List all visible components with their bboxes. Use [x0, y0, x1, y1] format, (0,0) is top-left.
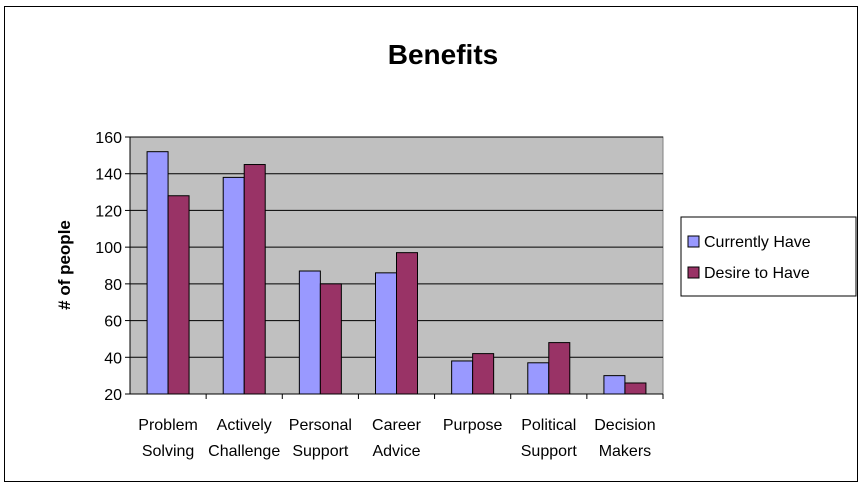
- x-category-label: Makers: [599, 443, 651, 460]
- bar-desire-to-have: [624, 382, 647, 395]
- x-category-label: Purpose: [443, 417, 503, 434]
- x-category-label: Support: [292, 443, 349, 460]
- bar-currently-have: [527, 362, 550, 395]
- y-tick-label: 140: [95, 167, 122, 184]
- x-category-label: Support: [521, 443, 578, 460]
- x-category-label: Political: [521, 417, 576, 434]
- bar-currently-have: [451, 360, 474, 395]
- legend-label: Currently Have: [704, 234, 811, 251]
- legend-box: [680, 216, 857, 297]
- bar-desire-to-have: [548, 342, 571, 395]
- legend: Currently Have Desire to Have: [680, 216, 857, 297]
- bar-currently-have: [146, 151, 169, 395]
- x-category-label: Personal: [289, 417, 352, 434]
- bar-desire-to-have: [396, 252, 418, 395]
- chart-title: Benefits: [388, 39, 498, 70]
- y-tick-label: 20: [104, 387, 122, 404]
- y-tick-labels: 20 40 60 80 100 120 140 160: [95, 130, 122, 404]
- y-tick-label: 60: [104, 314, 122, 331]
- x-category-label: Problem: [138, 417, 198, 434]
- axes: [125, 136, 664, 399]
- bar-currently-have: [375, 272, 397, 395]
- x-category-label: Challenge: [208, 443, 280, 460]
- x-category-label: Career: [372, 417, 422, 434]
- bar-currently-have: [603, 375, 626, 395]
- y-axis-label: # of people: [55, 220, 74, 310]
- bar-desire-to-have: [243, 164, 266, 395]
- y-tick-label: 160: [95, 130, 122, 147]
- y-tick-label: 80: [104, 277, 122, 294]
- y-tick-label: 120: [95, 203, 122, 220]
- x-category-label: Decision: [594, 417, 655, 434]
- bar-currently-have: [222, 176, 245, 395]
- category-labels: Problem Solving Actively Challenge Personal S…: [138, 417, 655, 460]
- legend-label: Desire to Have: [704, 265, 810, 282]
- y-tick-label: 40: [104, 350, 122, 367]
- x-category-label: Advice: [372, 443, 420, 460]
- legend-swatch: [687, 235, 700, 248]
- bar-currently-have: [298, 270, 321, 395]
- bars: [146, 151, 647, 395]
- x-category-label: Actively: [217, 417, 272, 434]
- y-tick-label: 100: [95, 240, 122, 257]
- legend-swatch: [687, 266, 700, 279]
- bar-desire-to-have: [472, 353, 495, 395]
- x-category-label: Solving: [142, 443, 194, 460]
- bar-desire-to-have: [319, 283, 342, 395]
- bar-desire-to-have: [167, 195, 190, 395]
